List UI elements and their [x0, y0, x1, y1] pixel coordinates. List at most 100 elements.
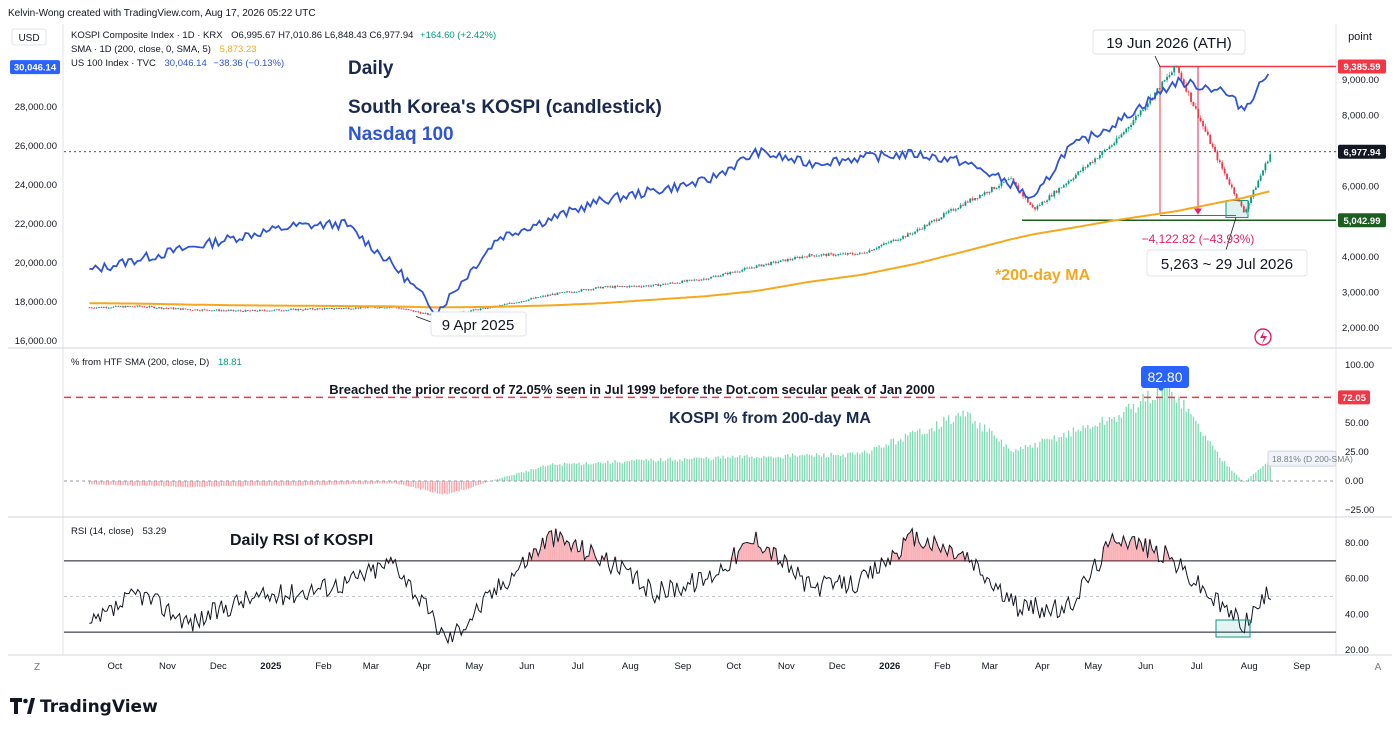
candle-body	[902, 236, 904, 239]
ath-value-tag: 9,385.59	[1344, 62, 1381, 73]
ndx-value-tag-bg	[10, 60, 60, 75]
candle-body	[878, 246, 880, 249]
candle-body	[674, 282, 676, 284]
pct-tick-label: 100.00	[1345, 360, 1374, 371]
support-value-tag-bg	[1338, 213, 1386, 228]
candle-body	[1115, 138, 1118, 144]
candle-body	[1185, 84, 1188, 92]
apr-callout-pointer	[415, 315, 432, 323]
candle-body	[1043, 201, 1046, 203]
candle-body	[1146, 103, 1149, 107]
candle-body	[570, 291, 573, 293]
candle-body	[688, 279, 691, 281]
candle-body	[918, 228, 921, 230]
svg-text:% from HTF SMA (200, close, D): % from HTF SMA (200, close, D) 18.81	[71, 357, 242, 368]
candle-body	[333, 308, 336, 310]
candle-body	[1144, 106, 1147, 111]
zoom-icon[interactable]: Z	[34, 662, 40, 673]
candle-body	[1139, 110, 1142, 116]
candle-body	[1091, 162, 1094, 163]
candle-body	[683, 280, 686, 282]
rsi-tick-label: 60.00	[1345, 574, 1369, 585]
svg-text:KOSPI Composite Index · 1D · K: KOSPI Composite Index · 1D · KRX O6,995.…	[71, 30, 496, 41]
candle-body	[1238, 199, 1240, 202]
scale-label[interactable]: point	[1348, 31, 1372, 43]
candle-body	[1031, 204, 1034, 208]
left-tick-label: 28,000.00	[15, 102, 57, 113]
candle-body	[1137, 115, 1140, 116]
candle-body	[1223, 168, 1226, 174]
ndx-title: Nasdaq 100	[348, 124, 454, 145]
candle-body	[592, 288, 595, 290]
candle-body	[242, 311, 244, 312]
currency-button[interactable]	[11, 28, 47, 46]
rsi-pane[interactable]	[64, 527, 1336, 645]
candle-body	[1113, 143, 1116, 146]
candle-body	[966, 201, 969, 203]
candle-body	[388, 307, 391, 308]
candle-body	[906, 233, 909, 237]
candle-body	[150, 306, 153, 308]
candle-body	[638, 285, 640, 287]
candle-body	[486, 307, 489, 309]
candle-body	[777, 261, 780, 263]
pct-pane[interactable]: 72.05 82.80 18.81% (D 200-SMA)	[64, 366, 1370, 495]
right-tick-label: 6,000.00	[1342, 181, 1379, 192]
time-tick-label: Oct	[726, 661, 741, 672]
candle-body	[566, 291, 568, 293]
candle-body	[750, 267, 753, 269]
right-tick-label: 4,000.00	[1342, 252, 1379, 263]
candle-body	[153, 306, 156, 309]
events-icon[interactable]	[1254, 328, 1272, 346]
candle-body	[249, 310, 252, 312]
candle-body	[1118, 137, 1120, 139]
auto-scale-icon[interactable]: A	[1375, 662, 1382, 673]
candle-body	[1187, 91, 1190, 93]
rsi-line	[89, 527, 1272, 645]
time-tick-label: Nov	[159, 661, 176, 672]
candle-body	[167, 308, 170, 309]
daily-label: Daily	[348, 58, 394, 79]
candle-body	[611, 286, 614, 288]
candle-body	[136, 305, 139, 307]
candle-body	[885, 242, 888, 244]
candle-body	[678, 282, 681, 284]
candle-body	[302, 309, 304, 311]
candle-body	[1074, 174, 1077, 179]
candle-body	[222, 310, 225, 312]
candle-body	[232, 309, 235, 311]
candle-body	[1103, 149, 1106, 152]
candle-body	[90, 307, 93, 309]
candle-body	[587, 289, 590, 291]
candle-body	[520, 301, 523, 303]
candle-body	[700, 279, 703, 281]
candle-body	[1206, 131, 1209, 135]
candle-body	[1065, 183, 1068, 186]
ath-label: 19 Jun 2026 (ATH)	[1106, 35, 1232, 52]
candle-body	[1125, 128, 1128, 133]
candle-body	[741, 269, 744, 272]
candle-body	[515, 302, 518, 304]
candle-body	[810, 254, 813, 256]
candle-body	[186, 309, 189, 311]
candle-body	[549, 294, 552, 296]
rsi-tick-label: 40.00	[1345, 609, 1369, 620]
tradingview-logo[interactable]: TradingView	[10, 697, 158, 717]
candle-body	[244, 310, 247, 312]
candle-body	[383, 307, 386, 309]
candle-body	[1245, 209, 1248, 213]
candle-body	[1077, 171, 1080, 175]
candle-body	[880, 245, 883, 247]
time-tick-label: Aug	[622, 661, 639, 672]
candle-body	[767, 263, 770, 265]
candle-body	[1149, 97, 1152, 104]
main-pane[interactable]: 9,385.59 6,977.94 5,042.99 30,046.14	[10, 55, 1386, 323]
candle-body	[969, 198, 972, 203]
candle-body	[1127, 126, 1130, 129]
candle-body	[215, 309, 218, 311]
drop-label: −4,122.82 (−43.93%)	[1142, 232, 1255, 246]
candle-body	[693, 279, 696, 281]
candle-body	[239, 310, 242, 312]
candle-body	[837, 254, 840, 256]
time-axis[interactable]: Oct Nov Dec 2025 Feb Mar Apr May Jun Jul Aug Sep Oct…	[107, 661, 1310, 672]
